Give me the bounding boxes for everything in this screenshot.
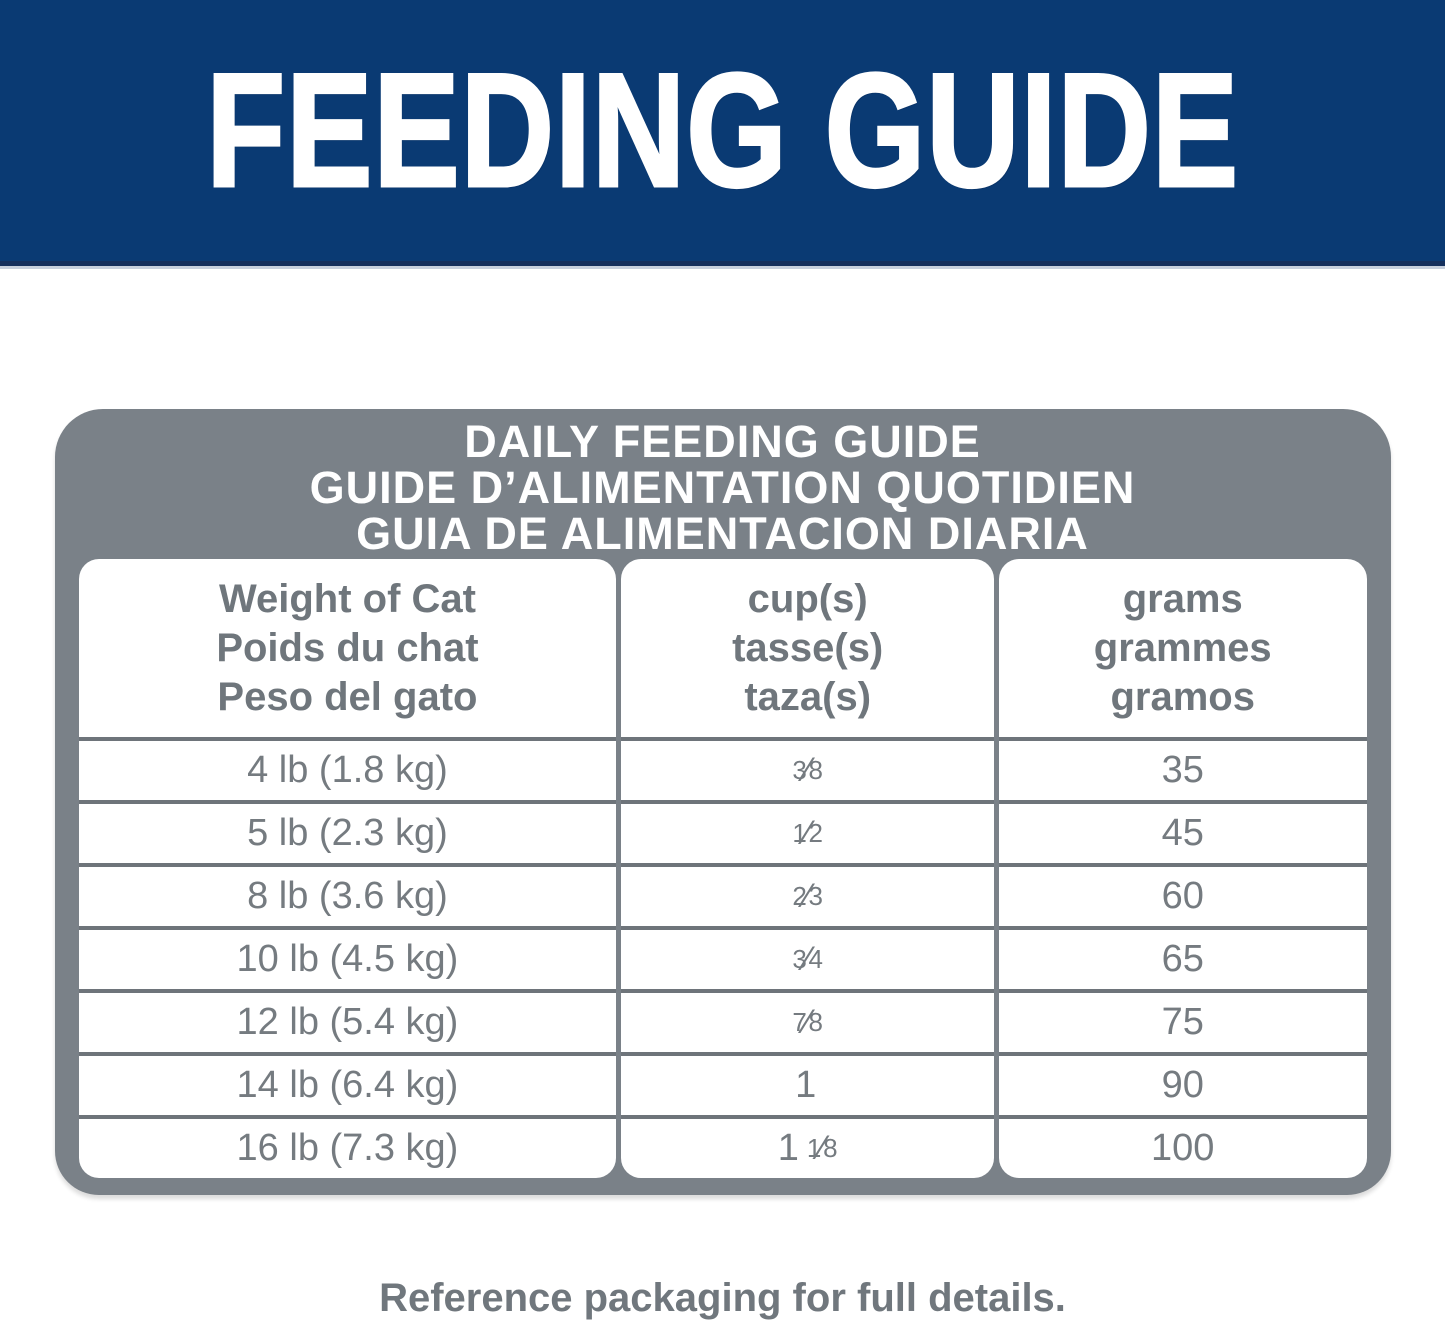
cup-fraction-denominator: 3 [808, 881, 823, 911]
cup-fraction-denominator: 8 [808, 755, 823, 785]
weight-cell: 4 lb (1.8 kg) [78, 737, 617, 800]
weight-cell: 14 lb (6.4 kg) [78, 1052, 617, 1115]
card-title-line-french: GUIDE D’ALIMENTATION QUOTIDIEN [309, 462, 1136, 513]
cup-fraction-denominator: 4 [808, 944, 823, 974]
grams-cell: 35 [998, 737, 1367, 800]
weight-cell: 10 lb (4.5 kg) [78, 926, 617, 989]
column-weight: Weight of Cat Poids du chat Peso del gat… [78, 559, 617, 1178]
cup-fraction-slash: ⁄ [804, 751, 811, 789]
cup-fraction-slash: ⁄ [819, 1129, 826, 1167]
cups-cell: 1 ⁄ 2 [621, 800, 994, 863]
cup-fraction-numerator: 3 [792, 755, 807, 785]
cups-cell: 3 ⁄ 8 [621, 737, 994, 800]
cup-whole-value: 1 [795, 1064, 817, 1106]
feeding-table: Weight of Cat Poids du chat Peso del gat… [78, 559, 1367, 1178]
column-header-cups: cup(s) tasse(s) taza(s) [621, 559, 994, 737]
cup-fraction-numerator: 7 [792, 1007, 807, 1037]
grams-cell: 60 [998, 863, 1367, 926]
grams-cell: 75 [998, 989, 1367, 1052]
cup-fraction-slash: ⁄ [804, 940, 811, 978]
cup-fraction-slash: ⁄ [804, 814, 811, 852]
cups-cell: 7 ⁄ 8 [621, 989, 994, 1052]
column-header-grams-english: grams [1122, 576, 1243, 621]
column-header-cups-english: cup(s) [747, 576, 868, 621]
column-header-grams-french: grammes [1093, 625, 1272, 670]
cup-fraction-numerator: 1 [792, 818, 807, 848]
footer: Reference packaging for full details. [0, 1275, 1445, 1321]
cup-fraction-denominator: 8 [808, 1007, 823, 1037]
grams-cell: 90 [998, 1052, 1367, 1115]
column-header-weight: Weight of Cat Poids du chat Peso del gat… [79, 559, 617, 737]
grams-cell: 100 [998, 1115, 1367, 1178]
column-header-weight-spanish: Peso del gato [217, 674, 478, 719]
page-title: FEEDING GUIDE [205, 39, 1240, 221]
cups-cell: 1 1 ⁄ 8 [621, 1115, 994, 1178]
feeding-guide-banner: FEEDING GUIDE [0, 0, 1445, 266]
cup-fraction-numerator: 1 [806, 1133, 822, 1163]
cup-fraction-slash: ⁄ [804, 1003, 811, 1041]
column-header-weight-english: Weight of Cat [218, 576, 476, 621]
cup-fraction-slash: ⁄ [804, 877, 811, 915]
column-header-cups-spanish: taza(s) [744, 674, 872, 719]
card-title-line-english: DAILY FEEDING GUIDE [464, 416, 981, 467]
column-header-grams: grams grammes gramos [999, 559, 1367, 737]
column-header-weight-french: Poids du chat [216, 625, 479, 670]
cups-cell: 2 ⁄ 3 [621, 863, 994, 926]
grams-cell: 45 [998, 800, 1367, 863]
weight-cell: 8 lb (3.6 kg) [78, 863, 617, 926]
column-cups: cup(s) tasse(s) taza(s) 3 ⁄ 8 1 ⁄ 2 2 ⁄ 3 3 ⁄ 4 [621, 559, 994, 1178]
cups-cell: 3 ⁄ 4 [621, 926, 994, 989]
weight-cell: 5 lb (2.3 kg) [78, 800, 617, 863]
daily-feeding-guide-card: DAILY FEEDING GUIDE GUIDE D’ALIMENTATION… [54, 409, 1391, 1195]
column-header-grams-spanish: gramos [1110, 674, 1255, 719]
cup-fraction-numerator: 2 [792, 881, 807, 911]
column-header-cups-french: tasse(s) [732, 625, 884, 670]
cup-fraction-denominator: 8 [823, 1133, 838, 1163]
cups-cell: 1 [621, 1052, 994, 1115]
card-title: DAILY FEEDING GUIDE GUIDE D’ALIMENTATION… [79, 415, 1367, 557]
footer-note: Reference packaging for full details. [379, 1276, 1066, 1320]
weight-cell: 12 lb (5.4 kg) [78, 989, 617, 1052]
cup-whole-value: 1 [777, 1127, 799, 1169]
cup-fraction-numerator: 3 [792, 944, 807, 974]
column-grams: grams grammes gramos 35 45 60 65 75 90 1… [998, 559, 1367, 1178]
grams-cell: 65 [998, 926, 1367, 989]
card-title-line-spanish: GUIA DE ALIMENTACION DIARIA [356, 508, 1089, 559]
weight-cell: 16 lb (7.3 kg) [78, 1115, 617, 1178]
cup-fraction-denominator: 2 [808, 818, 823, 848]
